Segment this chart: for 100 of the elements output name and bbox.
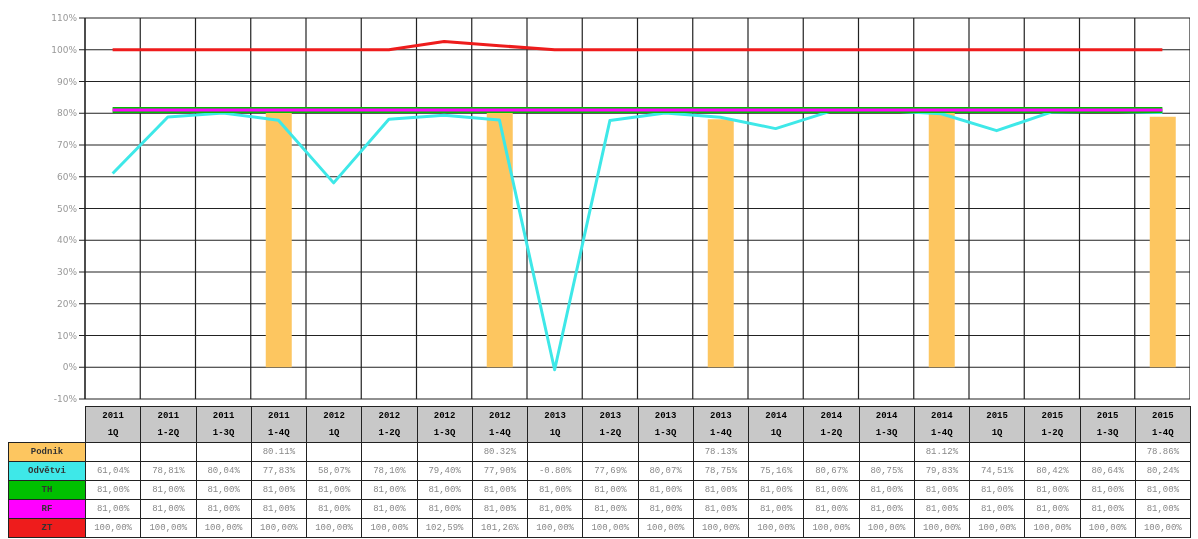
- data-label: 80,42%: [1024, 461, 1080, 481]
- data-label: 81,00%: [140, 480, 196, 500]
- data-label: -0.80%: [527, 461, 583, 481]
- data-label: 100,00%: [859, 518, 915, 538]
- data-label: 80,04%: [196, 461, 252, 481]
- data-label: 100,00%: [1080, 518, 1136, 538]
- data-label: 81,00%: [196, 480, 252, 500]
- x-tick-label: 2013 1-2Q: [583, 407, 638, 442]
- data-label: 100,00%: [306, 518, 362, 538]
- data-label: 81,00%: [638, 480, 694, 500]
- data-label: 100,00%: [748, 518, 804, 538]
- x-tick-label: 2014 1Q: [749, 407, 804, 442]
- data-label: 74,51%: [969, 461, 1025, 481]
- x-tick-label: 2015 1-3Q: [1080, 407, 1135, 442]
- y-tick-label: 40%: [56, 235, 78, 246]
- data-label: 81,00%: [693, 480, 749, 500]
- x-tick-label: 2015 1-4Q: [1135, 407, 1190, 442]
- data-label: 80.32%: [472, 442, 528, 462]
- x-tick-label: 2013 1-4Q: [693, 407, 748, 442]
- data-label: 81,00%: [969, 499, 1025, 519]
- y-tick-label: 110%: [51, 13, 78, 24]
- x-tick-label: 2013 1Q: [528, 407, 583, 442]
- data-label: 81,00%: [914, 499, 970, 519]
- data-label: 81,00%: [582, 480, 638, 500]
- data-label: 100,00%: [251, 518, 307, 538]
- data-label: 81,00%: [1135, 480, 1191, 500]
- data-label: 77,83%: [251, 461, 307, 481]
- y-tick-label: 60%: [56, 171, 78, 182]
- data-label: 100,00%: [693, 518, 749, 538]
- data-label: 80,24%: [1135, 461, 1191, 481]
- data-label: 79,83%: [914, 461, 970, 481]
- data-label: 81,00%: [306, 499, 362, 519]
- data-label: 101,26%: [472, 518, 528, 538]
- data-label: 100,00%: [582, 518, 638, 538]
- x-tick-label: 2012 1-3Q: [417, 407, 472, 442]
- data-label: 81,00%: [914, 480, 970, 500]
- data-label: 81,00%: [361, 480, 417, 500]
- data-label: 61,04%: [85, 461, 141, 481]
- data-label: 81,00%: [527, 499, 583, 519]
- x-tick-label: 2012 1-2Q: [362, 407, 417, 442]
- data-label: 100,00%: [527, 518, 583, 538]
- data-label: 100,00%: [638, 518, 694, 538]
- data-label: 81,00%: [1024, 499, 1080, 519]
- data-label: 81,00%: [1080, 480, 1136, 500]
- data-label: 81,00%: [859, 480, 915, 500]
- text: RF: [8, 499, 86, 519]
- data-label: 81,00%: [417, 480, 473, 500]
- x-tick-label: 2015 1-2Q: [1025, 407, 1080, 442]
- data-label: 100,00%: [1024, 518, 1080, 538]
- data-label: 77,90%: [472, 461, 528, 481]
- data-label: 78,75%: [693, 461, 749, 481]
- data-label: 81,00%: [472, 480, 528, 500]
- data-label: 81,00%: [638, 499, 694, 519]
- data-label: 77,69%: [582, 461, 638, 481]
- y-tick-label: 30%: [56, 267, 78, 278]
- y-tick-label: -10%: [53, 394, 78, 405]
- data-label: 80,64%: [1080, 461, 1136, 481]
- x-tick-label: 2014 1-2Q: [804, 407, 859, 442]
- data-label: 81,00%: [859, 499, 915, 519]
- x-tick-label: 2012 1Q: [307, 407, 362, 442]
- data-label: 78.86%: [1135, 442, 1191, 462]
- data-label: 100,00%: [85, 518, 141, 538]
- data-label: 81.12%: [914, 442, 970, 462]
- data-label: 81,00%: [85, 499, 141, 519]
- data-label: 100,00%: [196, 518, 252, 538]
- text: TH: [8, 480, 86, 500]
- text: Podnik: [8, 442, 86, 462]
- data-label: 81,00%: [748, 480, 804, 500]
- data-label: 78.13%: [693, 442, 749, 462]
- x-tick-label: 2011 1Q: [86, 407, 141, 442]
- data-label: 81,00%: [803, 480, 859, 500]
- data-label: 58,07%: [306, 461, 362, 481]
- text: ZT: [8, 518, 86, 538]
- data-label: 100,00%: [1135, 518, 1191, 538]
- y-tick-label: 100%: [51, 44, 78, 55]
- data-label: 100,00%: [969, 518, 1025, 538]
- data-label: 81,00%: [196, 499, 252, 519]
- data-label: 81,00%: [693, 499, 749, 519]
- data-label: 100,00%: [140, 518, 196, 538]
- x-tick-label: 2011 1-2Q: [141, 407, 196, 442]
- y-tick-label: 10%: [56, 330, 78, 341]
- data-label: 80,07%: [638, 461, 694, 481]
- data-label: 81,00%: [417, 499, 473, 519]
- x-tick-label: 2011 1-3Q: [196, 407, 251, 442]
- y-tick-label: 70%: [56, 140, 78, 151]
- y-tick-label: 90%: [56, 76, 78, 87]
- data-label: 79,40%: [417, 461, 473, 481]
- data-label: 81,00%: [251, 499, 307, 519]
- y-tick-label: 50%: [56, 203, 78, 214]
- data-label: 78,10%: [361, 461, 417, 481]
- data-label: 80,67%: [803, 461, 859, 481]
- data-label: 75,16%: [748, 461, 804, 481]
- data-label: 81,00%: [361, 499, 417, 519]
- y-tick-label: 20%: [56, 298, 78, 309]
- data-label: 78,81%: [140, 461, 196, 481]
- data-label: 81,00%: [748, 499, 804, 519]
- data-label: 102,59%: [417, 518, 473, 538]
- data-label: 81,00%: [582, 499, 638, 519]
- data-label: 100,00%: [914, 518, 970, 538]
- data-label: 81,00%: [1135, 499, 1191, 519]
